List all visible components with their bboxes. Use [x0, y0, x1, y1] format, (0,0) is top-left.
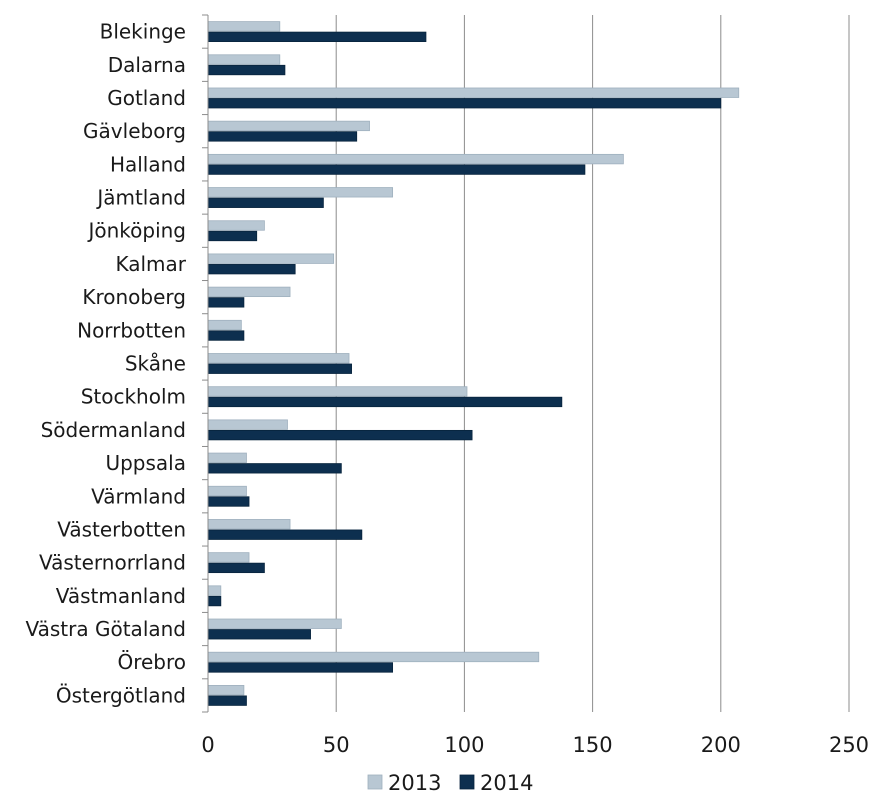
bar-2013 [207, 552, 250, 563]
bar-2013 [207, 54, 281, 65]
category-label: Gävleborg [83, 119, 186, 143]
bar-2013 [207, 253, 335, 264]
bar-2014 [207, 31, 427, 42]
legend-label-2014: 2014 [480, 771, 533, 795]
bar-2013 [207, 353, 350, 364]
x-tick-label: 100 [444, 733, 484, 757]
bar-2014 [207, 363, 352, 374]
category-label: Västmanland [56, 584, 186, 608]
bar-2013 [207, 319, 242, 331]
bar-2013 [207, 685, 245, 696]
category-label: Värmland [91, 484, 186, 508]
x-tick-label: 250 [829, 733, 869, 757]
bar-2013 [207, 419, 288, 430]
bar-2013 [207, 120, 370, 132]
legend-swatch-2014 [459, 774, 475, 790]
bar-2014 [207, 264, 296, 275]
bar-2014 [207, 463, 342, 474]
category-label: Västernorrland [39, 551, 186, 575]
category-label: Uppsala [105, 451, 186, 475]
bar-2014 [207, 695, 247, 706]
category-label: Kalmar [115, 252, 186, 276]
category-label: Halland [110, 152, 186, 176]
category-label: Gotland [107, 86, 186, 110]
category-label: Örebro [117, 650, 186, 674]
bar-2014 [207, 496, 250, 507]
bars [207, 21, 740, 706]
bar-2013 [207, 21, 281, 32]
category-label: Stockholm [81, 385, 186, 409]
x-tick-label: 150 [573, 733, 613, 757]
bar-2013 [207, 452, 247, 463]
category-label: Dalarna [108, 53, 186, 77]
bar-2014 [207, 197, 324, 208]
bar-2014 [207, 330, 245, 341]
bar-2014 [207, 629, 311, 640]
bar-2013 [207, 87, 740, 98]
category-label: Norrbotten [77, 318, 186, 342]
category-label: Jämtland [95, 186, 186, 210]
gridlines [335, 15, 850, 712]
bar-2013 [207, 286, 291, 298]
category-labels: Blekinge Dalarna Gotland Gävleborg Halland Jä… [26, 20, 187, 708]
category-label: Kronoberg [82, 285, 186, 309]
legend-swatch-2013 [367, 774, 383, 790]
bar-2014 [207, 230, 258, 242]
category-label: Blekinge [100, 20, 186, 44]
bar-2014 [207, 396, 563, 408]
bar-2013 [207, 485, 247, 497]
category-label: Östergötland [56, 683, 186, 707]
bar-2013 [207, 618, 342, 629]
x-tick-label: 0 [201, 733, 214, 757]
bar-2013 [207, 153, 624, 165]
bar-2013 [207, 187, 394, 198]
bar-2014 [207, 131, 358, 142]
category-label: Jönköping [86, 219, 186, 243]
category-label: Skåne [125, 352, 186, 376]
bar-2014 [207, 297, 245, 308]
bar-2013 [207, 220, 265, 231]
bar-2013 [207, 519, 291, 530]
axes [202, 14, 209, 713]
category-label: Västra Götaland [26, 617, 187, 641]
bar-2014 [207, 595, 222, 607]
bar-2014 [207, 164, 586, 175]
x-tick-label: 200 [701, 733, 741, 757]
bar-2014 [207, 429, 473, 441]
bar-2014 [207, 529, 363, 540]
x-tick-label: 50 [323, 733, 350, 757]
category-label: Södermanland [41, 418, 186, 442]
category-label: Västerbotten [57, 517, 186, 541]
legend: 2013 2014 [367, 771, 533, 795]
bar-2014 [207, 562, 265, 574]
bar-2013 [207, 386, 468, 397]
x-tick-labels: 0 50 100 150 200 250 [201, 733, 869, 757]
bar-2014 [207, 662, 394, 673]
bar-2013 [207, 651, 540, 663]
bar-2014 [207, 64, 286, 76]
bar-2013 [207, 585, 222, 596]
legend-label-2013: 2013 [388, 771, 441, 795]
bar-2014 [207, 98, 722, 109]
